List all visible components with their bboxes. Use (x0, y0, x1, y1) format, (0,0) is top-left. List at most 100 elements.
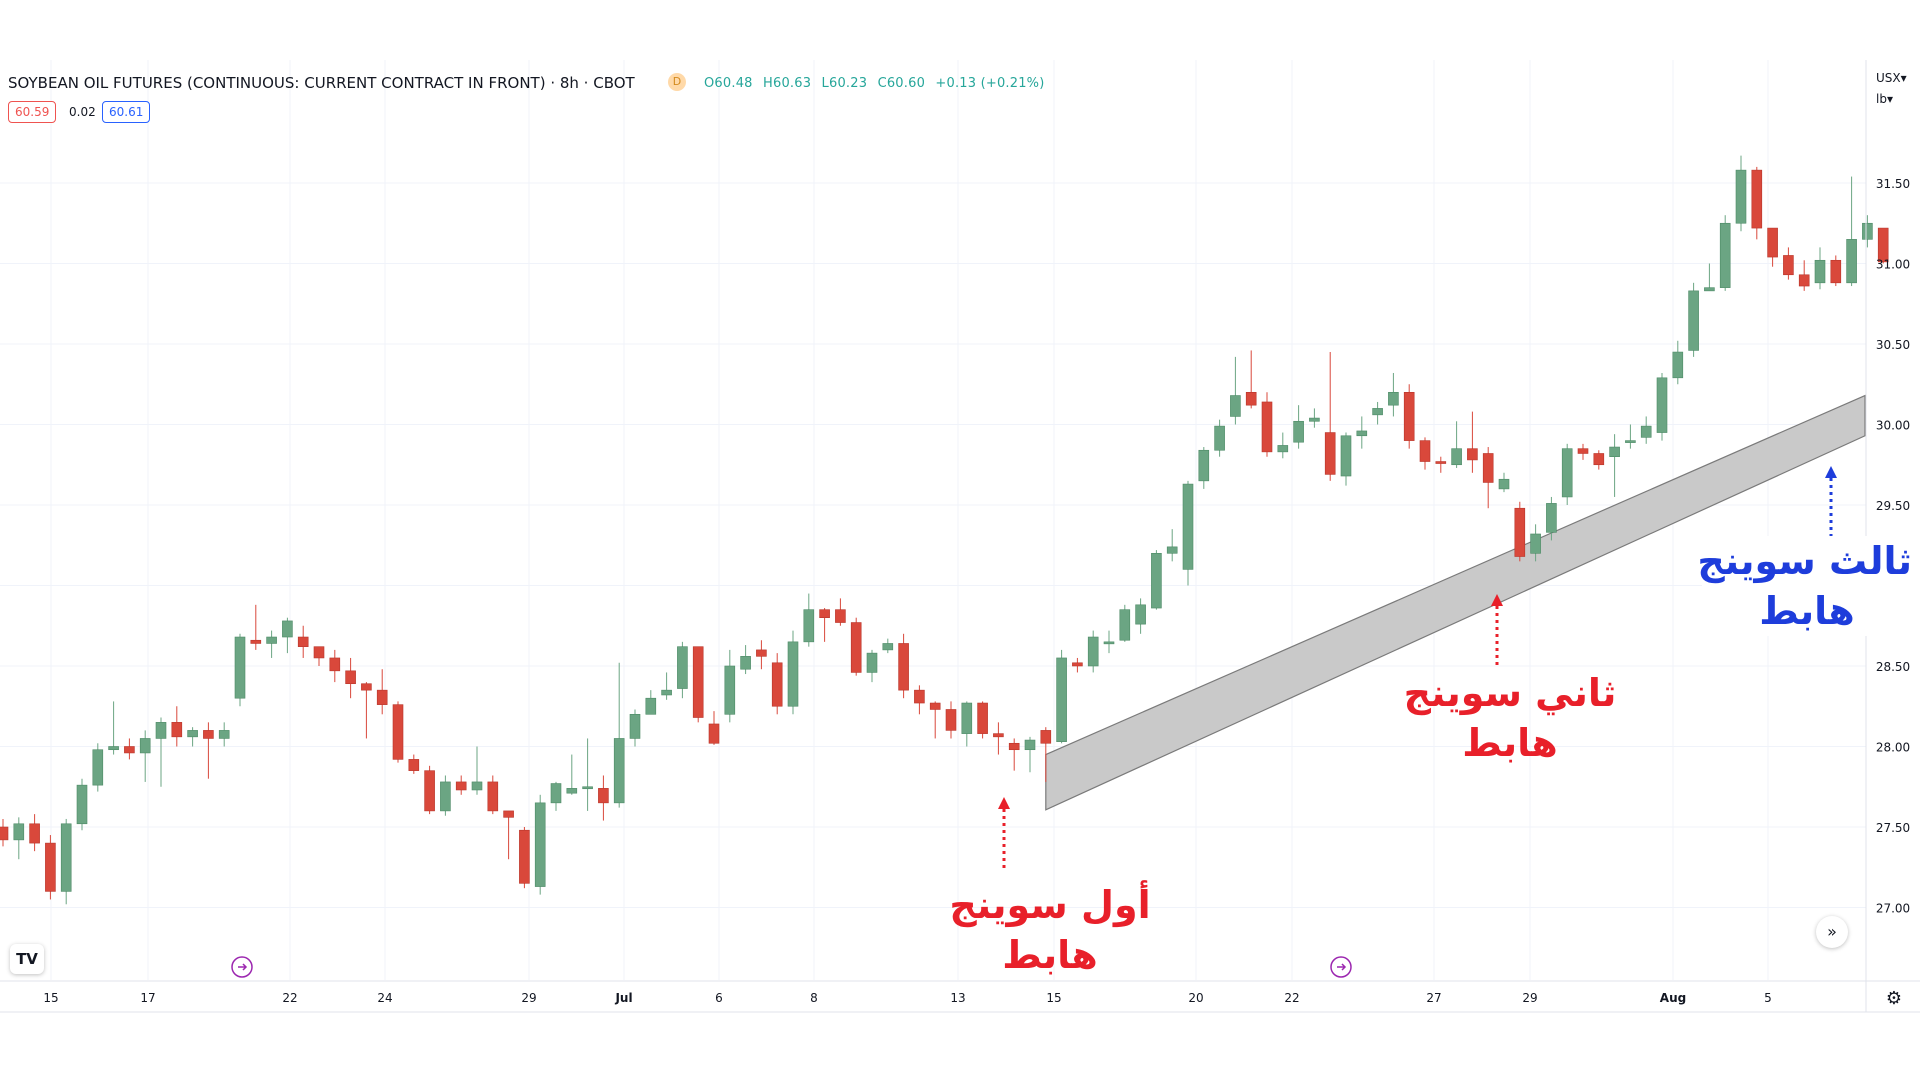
candle-body (519, 829, 530, 884)
candle-body (471, 781, 483, 791)
candle-body (376, 689, 388, 705)
candle-body (45, 842, 56, 892)
candle-body (1546, 503, 1557, 533)
annotation-second-swing: ثاني سوينج هابط (1390, 668, 1630, 768)
close-value: C60.60 (877, 76, 926, 91)
x-tick-label: 13 (950, 991, 965, 1005)
candle-body (1862, 222, 1873, 240)
y-tick-label: 28.50 (1876, 660, 1910, 674)
candle-body (345, 670, 356, 685)
candle-body (835, 609, 846, 623)
currency-menu[interactable]: USX▾ (1876, 71, 1907, 85)
open-value: O60.48 (704, 76, 753, 91)
y-tick-label: 30.00 (1876, 419, 1910, 433)
candle-body (171, 722, 183, 738)
candle-body (866, 652, 878, 673)
gear-icon[interactable]: ⚙ (1885, 988, 1903, 1009)
x-tick-label: 8 (810, 991, 818, 1005)
candle-body (187, 730, 198, 738)
candle-body (1640, 425, 1652, 438)
candle-body (250, 639, 262, 644)
candle-body (1751, 169, 1763, 229)
unit-menu[interactable]: lb▾ (1876, 92, 1893, 106)
candle-body (1135, 604, 1146, 625)
candle-body (1877, 227, 1889, 263)
candle-layer (0, 155, 1889, 905)
candle-body (487, 781, 499, 812)
candle-body (1814, 259, 1826, 284)
double-chevron-right-icon[interactable]: » (1816, 916, 1848, 948)
annotation-third-swing: ثالث سوينج هابط (1697, 536, 1912, 636)
spread-value: 0.02 (69, 105, 96, 119)
channel-layer (1045, 394, 1866, 811)
candle-body (645, 697, 657, 715)
x-tick-label: Aug (1660, 991, 1686, 1005)
candle-body (1403, 391, 1415, 441)
candle-body (92, 749, 104, 786)
y-tick-label: 29.50 (1876, 499, 1910, 513)
candle-body (582, 786, 593, 790)
candle-body (1688, 290, 1699, 351)
x-tick-label: Jul (614, 991, 632, 1005)
candle-body (771, 662, 783, 707)
candle-body (1166, 546, 1178, 554)
candle-body (787, 641, 799, 707)
candle-body (977, 702, 988, 734)
candle-body (408, 759, 420, 771)
data-delay-badge[interactable]: D (668, 73, 686, 91)
annotation-second-line2: هابط (1462, 721, 1558, 765)
candle-body (1451, 448, 1462, 466)
candle-body (1372, 408, 1383, 416)
candle-body (1530, 533, 1541, 554)
candle-body (598, 788, 609, 804)
high-value: H60.63 (763, 76, 812, 91)
candle-body (740, 656, 751, 670)
candle-body (0, 826, 9, 841)
bid-price-button[interactable]: 60.59 (8, 101, 57, 123)
candle-body (692, 646, 704, 718)
candle-body (1309, 417, 1320, 422)
axis-layer: 31.5031.0030.5030.0029.5029.0028.5028.00… (0, 60, 1920, 1013)
candle-body (282, 620, 293, 638)
candle-body (1577, 448, 1589, 454)
candle-body (1514, 507, 1526, 557)
candle-body (1087, 636, 1099, 667)
candle-body (677, 646, 688, 689)
candle-body (1008, 742, 1020, 751)
candle-body (1119, 609, 1131, 641)
candle-body (756, 649, 767, 657)
candle-body (819, 609, 830, 619)
candle-body (1609, 446, 1620, 458)
candle-body (1293, 420, 1304, 443)
candle-body (1182, 483, 1194, 570)
candle-body (329, 657, 341, 672)
ask-price-button[interactable]: 60.61 (102, 101, 151, 123)
candle-body (1482, 453, 1494, 483)
candle-body (850, 622, 862, 673)
candle-body (1767, 227, 1778, 258)
y-tick-label: 27.00 (1876, 902, 1910, 916)
candle-body (424, 770, 435, 812)
x-tick-label: 27 (1426, 991, 1441, 1005)
candle-body (503, 810, 514, 818)
event-arrow (1337, 963, 1347, 971)
candle-body (566, 788, 578, 794)
candle-body (1056, 657, 1067, 742)
candle-body (1214, 425, 1225, 451)
candle-body (1593, 453, 1605, 466)
candle-body (1230, 395, 1241, 417)
candle-body (1277, 445, 1289, 453)
x-tick-label: 6 (715, 991, 723, 1005)
y-tick-label: 31.00 (1876, 258, 1910, 272)
low-value: L60.23 (821, 76, 868, 91)
ohlc-readout: O60.48 H60.63 L60.23 C60.60 +0.13 (+0.21… (704, 76, 1051, 91)
x-tick-label: 22 (282, 991, 297, 1005)
candle-body (108, 746, 119, 751)
candle-body (961, 702, 973, 734)
symbol-title[interactable]: SOYBEAN OIL FUTURES (CONTINUOUS: CURRENT… (8, 74, 635, 92)
tradingview-logo-icon[interactable]: TV (10, 944, 44, 974)
x-tick-label: 5 (1764, 991, 1772, 1005)
candle-body (203, 730, 214, 739)
candle-body (1388, 391, 1399, 406)
